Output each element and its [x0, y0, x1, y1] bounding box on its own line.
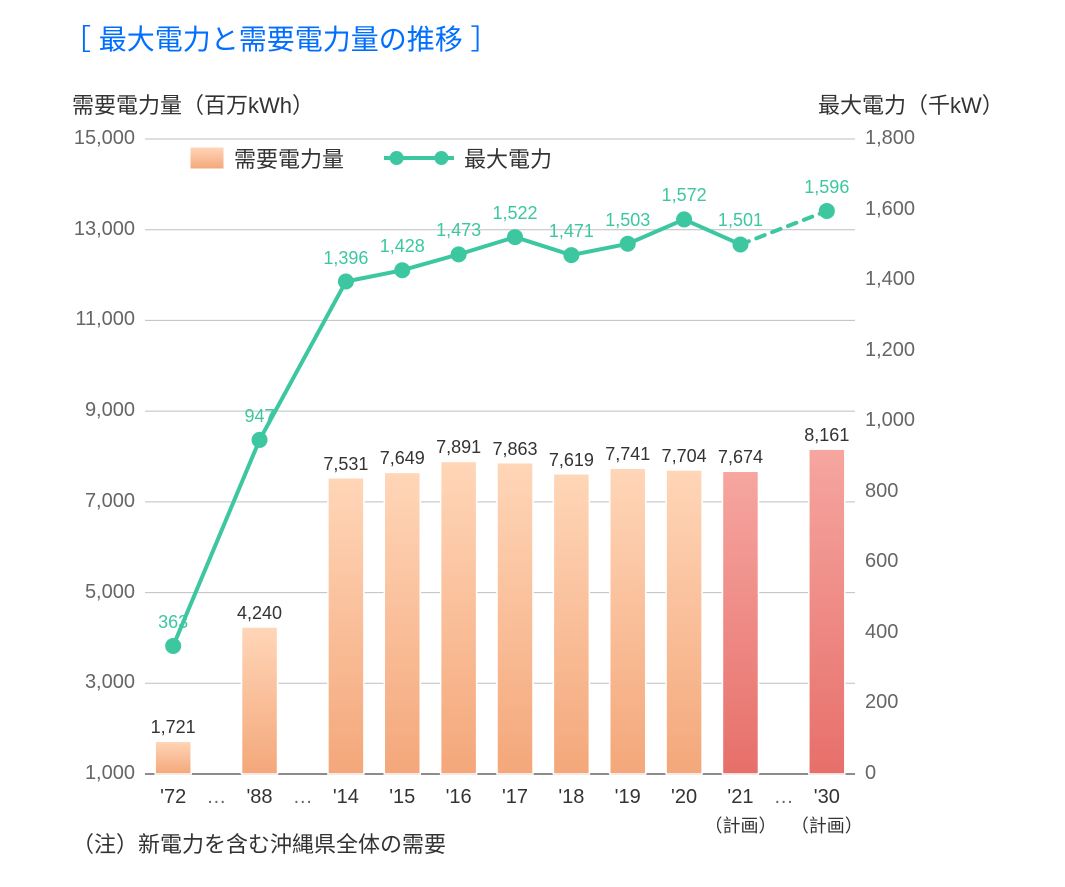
line-marker — [338, 274, 354, 290]
right-tick-label: 0 — [865, 762, 876, 785]
bar-value-label: 7,891 — [436, 437, 481, 458]
line-marker — [676, 211, 692, 227]
bar-value-label: 8,161 — [804, 425, 849, 446]
legend-item: 最大電力 — [384, 142, 552, 174]
category-label: '21 — [727, 786, 753, 809]
bar-value-label: 7,531 — [323, 454, 368, 475]
left-tick-label: 1,000 — [85, 762, 135, 785]
left-tick-label: 3,000 — [85, 671, 135, 694]
line-marker — [507, 229, 523, 245]
category-label: '20 — [671, 786, 697, 809]
line-value-label: 1,572 — [662, 185, 707, 206]
bar-value-label: 4,240 — [237, 603, 282, 624]
category-label: '88 — [246, 786, 272, 809]
legend-label: 最大電力 — [464, 142, 552, 174]
line-marker — [732, 236, 748, 252]
bar — [809, 449, 845, 774]
bar-value-label: 7,704 — [662, 446, 707, 467]
line-value-label: 1,471 — [549, 221, 594, 242]
line-value-label: 1,501 — [718, 210, 763, 231]
right-tick-label: 800 — [865, 480, 898, 503]
line-value-label: 1,473 — [436, 220, 481, 241]
legend-swatch-bar — [190, 147, 224, 169]
bar — [155, 741, 191, 774]
line-marker — [394, 262, 410, 278]
left-tick-label: 15,000 — [74, 127, 135, 150]
line-segment — [571, 244, 627, 255]
line-value-label: 1,596 — [804, 177, 849, 198]
category-ellipsis: … — [774, 786, 794, 809]
line-value-label: 947 — [245, 406, 275, 427]
line-marker — [563, 247, 579, 263]
bar-value-label: 1,721 — [151, 717, 196, 738]
category-label: '15 — [389, 786, 415, 809]
line-value-label: 363 — [158, 612, 188, 633]
line-marker — [620, 236, 636, 252]
bar — [610, 468, 646, 774]
right-tick-label: 1,200 — [865, 339, 915, 362]
bar — [497, 463, 533, 774]
category-label: '14 — [333, 786, 359, 809]
left-tick-label: 9,000 — [85, 399, 135, 422]
right-tick-label: 1,800 — [865, 127, 915, 150]
category-label: '72 — [160, 786, 186, 809]
bar — [441, 461, 477, 774]
category-label: '19 — [615, 786, 641, 809]
right-tick-label: 400 — [865, 621, 898, 644]
bar — [666, 470, 702, 774]
bar-value-label: 7,674 — [718, 447, 763, 468]
right-tick-label: 600 — [865, 550, 898, 573]
bar — [328, 478, 364, 774]
line-marker — [819, 203, 835, 219]
category-sublabel: （計画） — [791, 812, 863, 838]
bar — [553, 474, 589, 774]
line-marker — [451, 246, 467, 262]
right-tick-label: 1,600 — [865, 198, 915, 221]
category-ellipsis: … — [206, 786, 226, 809]
line-value-label: 1,428 — [380, 236, 425, 257]
right-tick-label: 1,400 — [865, 268, 915, 291]
legend: 需要電力量 最大電力 — [190, 142, 552, 174]
bar-value-label: 7,619 — [549, 450, 594, 471]
line-value-label: 1,396 — [323, 248, 368, 269]
chart-root: ［ 最大電力と需要電力量の推移 ］需要電力量（百万kWh）最大電力（千kW）（注… — [0, 0, 1065, 887]
bar-value-label: 7,863 — [492, 439, 537, 460]
line-value-label: 1,522 — [492, 203, 537, 224]
right-tick-label: 1,000 — [865, 409, 915, 432]
right-tick-label: 200 — [865, 691, 898, 714]
category-label: '16 — [446, 786, 472, 809]
left-tick-label: 5,000 — [85, 581, 135, 604]
left-tick-label: 11,000 — [75, 308, 135, 331]
category-label: '17 — [502, 786, 528, 809]
legend-swatch-line — [384, 148, 454, 168]
category-label: '18 — [558, 786, 584, 809]
bar-value-label: 7,741 — [605, 444, 650, 465]
line-value-label: 1,503 — [605, 210, 650, 231]
line-marker — [252, 432, 268, 448]
line-segment — [346, 270, 402, 281]
category-ellipsis: … — [293, 786, 313, 809]
legend-item: 需要電力量 — [190, 142, 344, 174]
category-label: '30 — [814, 786, 840, 809]
left-tick-label: 7,000 — [85, 490, 135, 513]
bar — [242, 627, 278, 774]
category-sublabel: （計画） — [704, 812, 776, 838]
bar-value-label: 7,649 — [380, 448, 425, 469]
legend-label: 需要電力量 — [234, 142, 344, 174]
bar — [384, 472, 420, 774]
bar — [722, 471, 758, 774]
line-marker — [165, 638, 181, 654]
left-tick-label: 13,000 — [74, 218, 135, 241]
